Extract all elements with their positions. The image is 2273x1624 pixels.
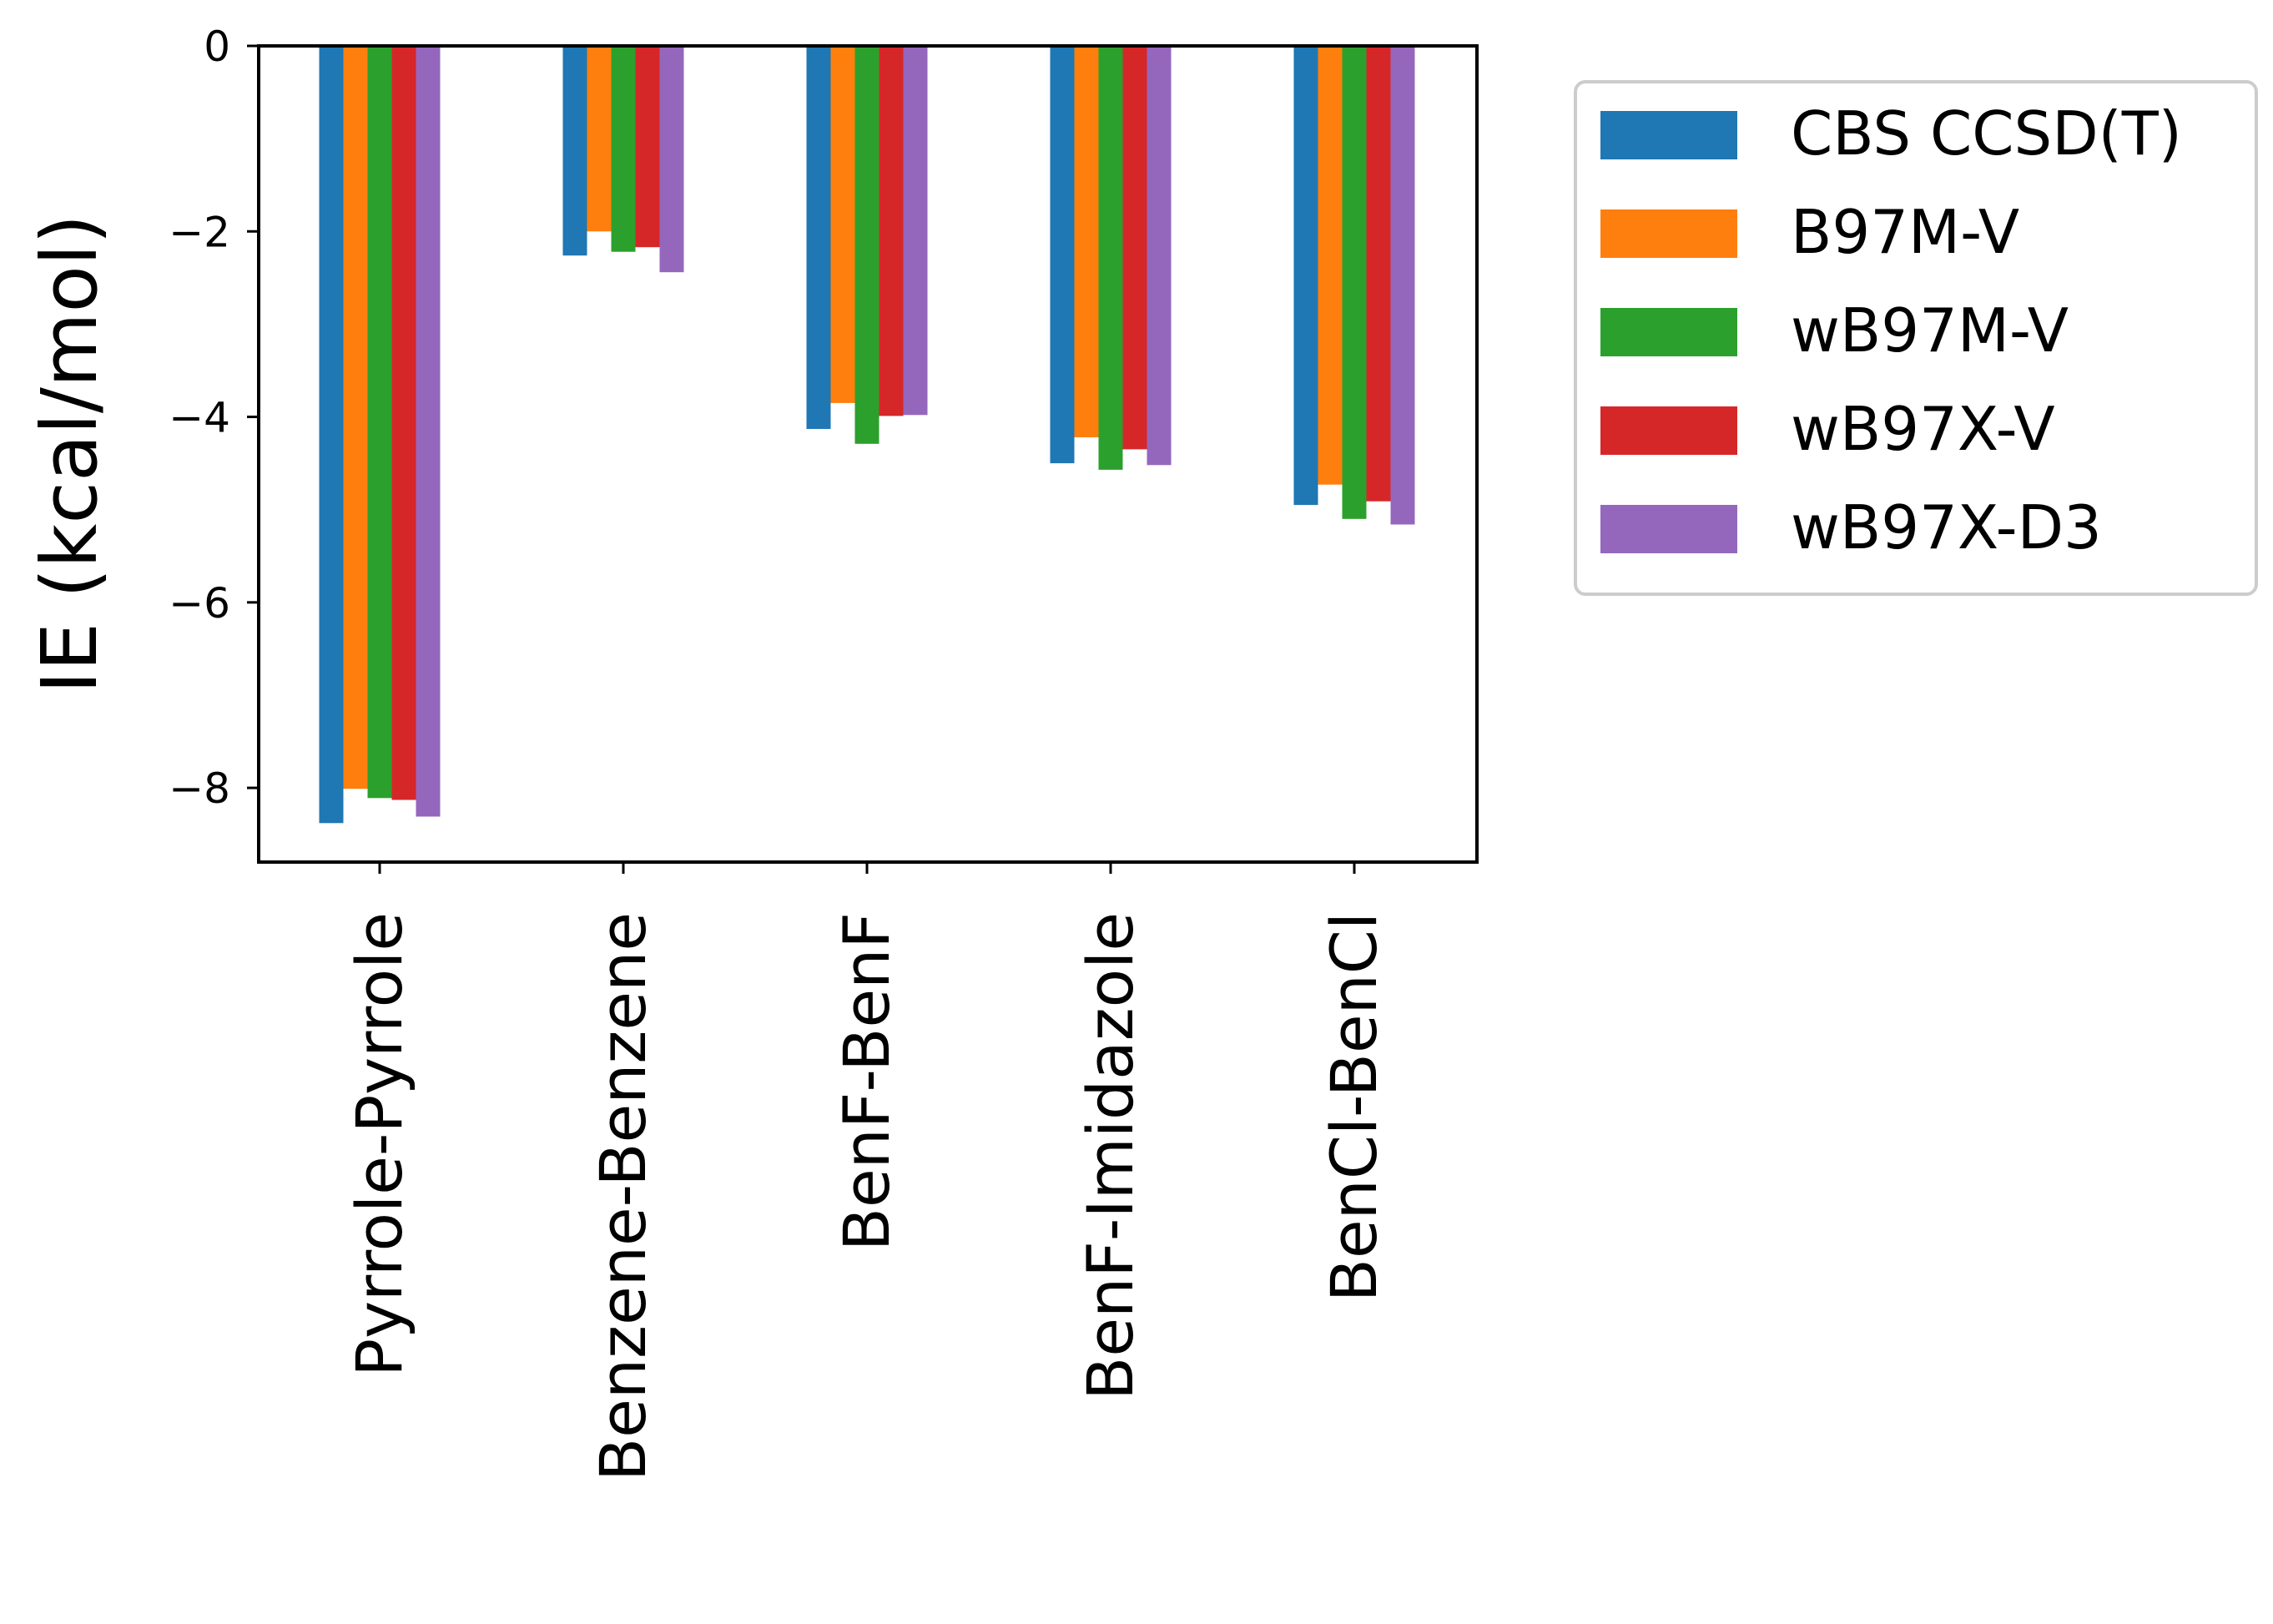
bar-wb97m-v-4 <box>1342 46 1367 519</box>
x-tick-label: BenF-Imidazole <box>1073 912 1147 1400</box>
bar-wb97m-v-1 <box>611 46 636 252</box>
bar-wb97m-v-3 <box>1098 46 1123 470</box>
x-tick-label: BenCl-BenCl <box>1317 912 1391 1302</box>
legend-swatch <box>1600 505 1737 553</box>
legend-swatch <box>1600 111 1737 159</box>
bar-wb97x-v-4 <box>1366 46 1391 502</box>
legend-label: wB97X-V <box>1791 394 2055 464</box>
legend-label: CBS CCSD(T) <box>1791 98 2182 169</box>
x-tick-label: BenF-BenF <box>829 912 904 1251</box>
bar-wb97x-d3-2 <box>903 46 928 416</box>
x-tick-label: Pyrrole-Pyrrole <box>342 912 416 1377</box>
y-tick-label: −8 <box>169 764 230 813</box>
legend-label: wB97X-D3 <box>1791 492 2102 562</box>
legend: CBS CCSD(T) B97M-V wB97M-V wB97X-V wB97X-D3 <box>1574 80 2258 596</box>
bar-wb97m-v-0 <box>367 46 392 799</box>
y-axis: 0 −2 −4 −6 −8 <box>169 23 259 813</box>
x-axis: Pyrrole-Pyrrole Benzene-Benzene BenF-BenF B… <box>342 862 1391 1481</box>
bar-wb97x-d3-4 <box>1390 46 1415 525</box>
x-tick-label: Benzene-Benzene <box>586 912 660 1481</box>
bar-wb97x-d3-3 <box>1147 46 1172 466</box>
bar-b97m-v-0 <box>343 46 368 789</box>
y-tick-label: −2 <box>169 208 230 256</box>
bar-b97m-v-3 <box>1074 46 1099 437</box>
legend-swatch <box>1600 209 1737 258</box>
bar-wb97m-v-2 <box>854 46 879 444</box>
bar-cbs-ccsd-t--0 <box>319 46 344 824</box>
legend-label: B97M-V <box>1791 197 2019 267</box>
y-tick-label: −4 <box>169 394 230 442</box>
legend-swatch <box>1600 308 1737 356</box>
legend-frame <box>1574 80 2258 596</box>
bar-wb97x-v-0 <box>391 46 416 800</box>
bar-cbs-ccsd-t--4 <box>1293 46 1318 506</box>
bars-group <box>319 46 1415 824</box>
bar-wb97x-v-3 <box>1122 46 1147 450</box>
bar-b97m-v-1 <box>587 46 612 232</box>
y-tick-label: 0 <box>204 23 230 71</box>
y-axis-title: IE (kcal/mol) <box>25 214 114 694</box>
legend-label: wB97M-V <box>1791 295 2069 366</box>
legend-swatch <box>1600 406 1737 455</box>
bar-b97m-v-2 <box>830 46 855 403</box>
y-tick-label: −6 <box>169 579 230 628</box>
bar-cbs-ccsd-t--1 <box>562 46 587 256</box>
bar-wb97x-d3-1 <box>659 46 684 273</box>
bar-wb97x-v-1 <box>635 46 660 248</box>
bar-cbs-ccsd-t--3 <box>1050 46 1075 464</box>
bar-cbs-ccsd-t--2 <box>806 46 831 429</box>
bar-wb97x-v-2 <box>879 46 904 416</box>
bar-wb97x-d3-0 <box>416 46 441 817</box>
bar-b97m-v-4 <box>1318 46 1343 485</box>
